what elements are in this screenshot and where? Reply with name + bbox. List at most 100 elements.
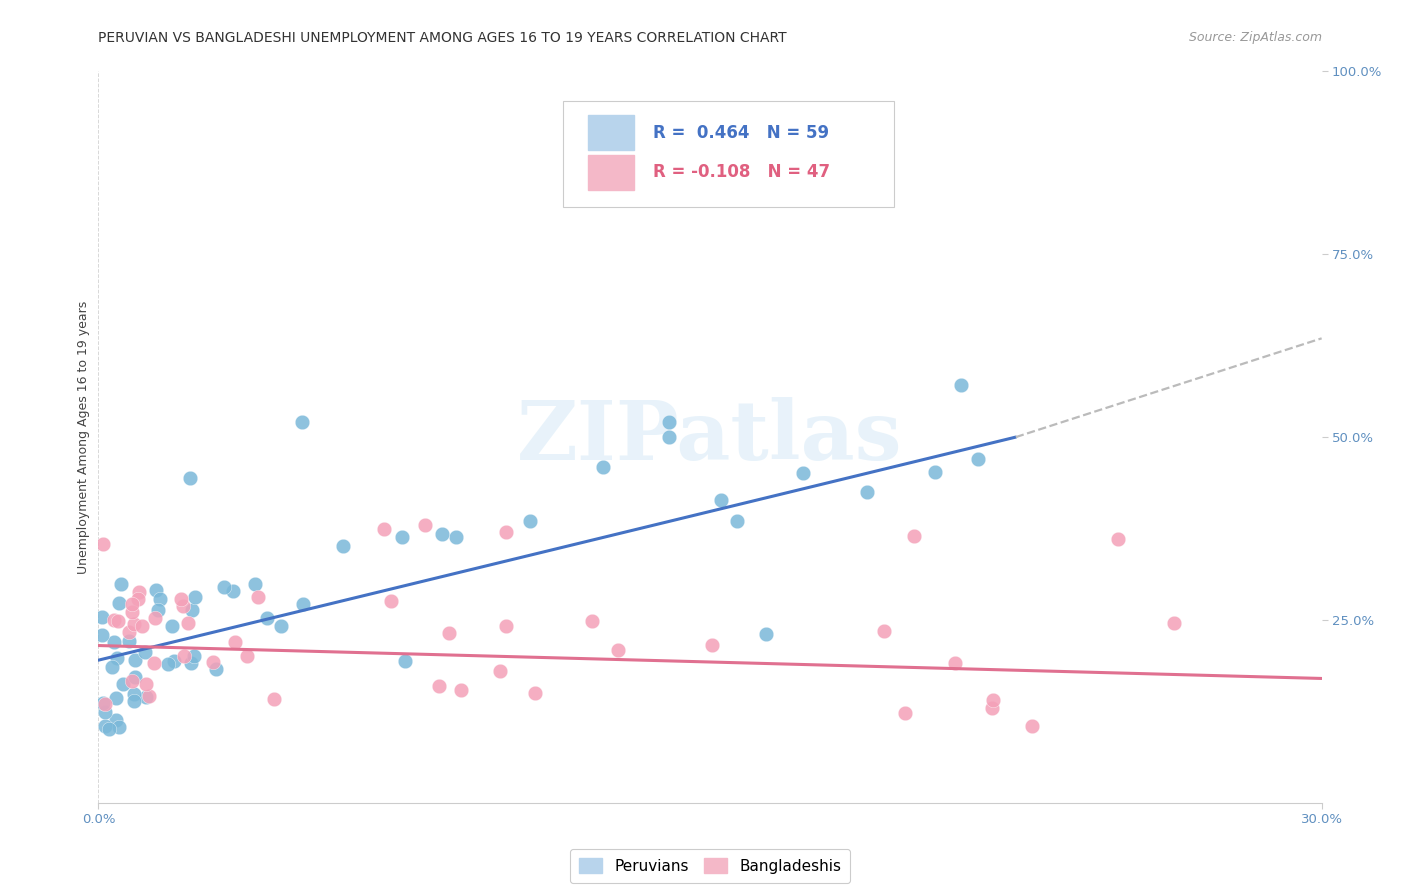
Point [103,613,125,627]
Point [121,674,143,689]
Point [792,466,814,480]
Point [163,654,186,668]
Point [149,591,172,606]
Point [145,583,167,598]
FancyBboxPatch shape [588,115,634,151]
Point [121,606,143,620]
Point [107,614,129,628]
Point [380,594,402,608]
Point [519,514,541,528]
Point [131,618,153,632]
Point [489,664,512,678]
Point [980,701,1002,715]
Point [122,687,145,701]
Point [122,694,145,708]
Point [183,648,205,663]
Point [122,617,145,632]
Point [157,657,180,671]
Point [202,655,225,669]
Point [212,581,235,595]
Point [94,697,117,711]
Point [111,677,134,691]
Point [495,525,517,540]
Point [903,529,925,543]
FancyBboxPatch shape [588,154,634,190]
Point [160,619,183,633]
FancyBboxPatch shape [564,101,894,207]
Point [110,576,132,591]
Point [205,662,228,676]
Text: PERUVIAN VS BANGLADESHI UNEMPLOYMENT AMONG AGES 16 TO 19 YEARS CORRELATION CHART: PERUVIAN VS BANGLADESHI UNEMPLOYMENT AMO… [98,31,787,45]
Point [943,656,966,670]
Point [270,618,292,632]
Point [263,692,285,706]
Point [894,706,917,720]
Point [104,713,127,727]
Point [173,649,195,664]
Text: R =  0.464   N = 59: R = 0.464 N = 59 [652,124,828,142]
Point [373,521,395,535]
Point [221,583,243,598]
Point [91,696,114,710]
Point [246,590,269,604]
Point [107,651,129,665]
Point [172,599,194,613]
Point [429,679,451,693]
Point [108,720,131,734]
Point [127,591,149,606]
Point [710,492,733,507]
Point [108,596,131,610]
Point [1021,719,1043,733]
Point [856,485,879,500]
Text: Source: ZipAtlas.com: Source: ZipAtlas.com [1188,31,1322,44]
Point [981,693,1004,707]
Point [702,638,724,652]
Point [873,624,896,639]
Point [780,152,803,166]
Point [450,683,472,698]
Point [103,635,125,649]
Point [124,669,146,683]
Point [118,633,141,648]
Point [291,416,314,430]
Point [138,689,160,703]
Point [658,416,681,430]
Point [91,536,114,550]
Point [725,514,748,528]
Legend: Peruvians, Bangladeshis: Peruvians, Bangladeshis [569,848,851,883]
Point [184,590,207,604]
Point [128,584,150,599]
Point [332,539,354,553]
Point [121,597,143,611]
Point [94,719,117,733]
Point [134,645,156,659]
Point [224,635,246,649]
Point [236,648,259,663]
Point [391,530,413,544]
Point [581,614,603,628]
Point [606,643,628,657]
Point [142,656,165,670]
Point [245,577,267,591]
Point [437,626,460,640]
Point [444,530,467,544]
Point [949,378,972,392]
Point [967,452,990,467]
Point [1163,616,1185,631]
Point [169,591,191,606]
Point [181,603,204,617]
Y-axis label: Unemployment Among Ages 16 to 19 years: Unemployment Among Ages 16 to 19 years [77,301,90,574]
Point [124,652,146,666]
Point [104,690,127,705]
Point [91,609,114,624]
Point [413,517,436,532]
Point [592,460,614,475]
Point [146,603,169,617]
Point [100,660,122,674]
Point [495,618,517,632]
Text: R = -0.108   N = 47: R = -0.108 N = 47 [652,163,830,181]
Point [394,654,416,668]
Point [97,722,120,736]
Point [755,627,778,641]
Point [180,656,202,670]
